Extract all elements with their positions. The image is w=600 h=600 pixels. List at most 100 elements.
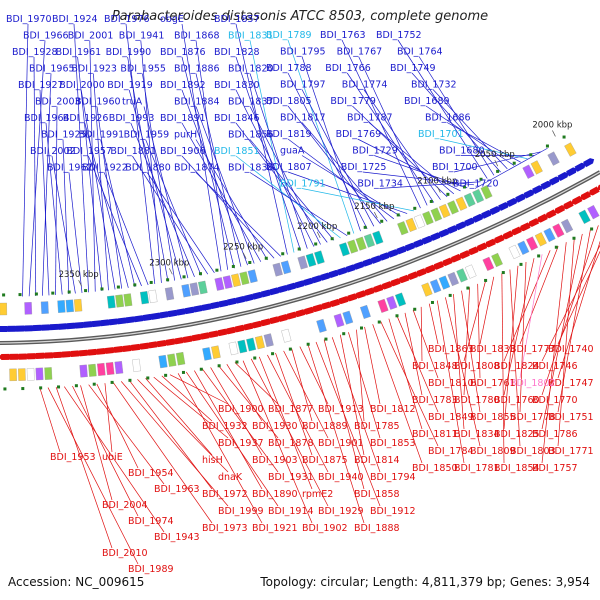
kbp-tick-label: 2050 kbp	[475, 150, 515, 160]
bottom-gene-label: BDI_1751	[548, 412, 594, 423]
top-gene-label: BDI_1831	[228, 31, 274, 42]
function-block-outer	[139, 291, 150, 305]
marker-dot	[466, 286, 470, 290]
bottom-gene-leader-line	[315, 341, 381, 507]
top-gene-leader-line	[55, 106, 58, 295]
bottom-gene-label: BDI_1877	[268, 404, 314, 415]
top-gene-leader-line	[195, 139, 268, 261]
top-gene-leader-line	[474, 147, 548, 189]
kbp-tick-mark	[78, 280, 82, 287]
gene-tracks	[0, 135, 600, 391]
bottom-gene-leader-line	[291, 348, 313, 422]
top-strand-gene-arrow	[523, 189, 535, 199]
bottom-gene-label: BDI_1833	[470, 344, 516, 355]
genome-axis: 2000 kbp 2050 kbp 2100 kbp 2150 kbp 2200 kbp…	[0, 120, 600, 345]
top-gene-label: BDI_1990	[106, 47, 152, 58]
top-gene-label: BDI_1959	[124, 130, 170, 141]
marker-dot	[545, 144, 549, 148]
bottom-gene-leader-line	[218, 365, 279, 439]
top-gene-leader-line	[287, 72, 368, 229]
function-block-outer	[214, 277, 225, 291]
bottom-gene-label: BDI_2004	[102, 500, 148, 511]
top-strand-gene-arrow	[430, 232, 442, 241]
function-block-inner	[175, 352, 186, 366]
top-gene-label: BDI_1957	[66, 146, 112, 157]
top-gene-label: BDI_1787	[347, 113, 393, 124]
top-gene-label: BDI_1729	[352, 146, 398, 157]
marker-dot	[529, 153, 533, 157]
bottom-strand-gene-arrow	[536, 213, 548, 223]
top-gene-label: BDI_1857	[214, 14, 260, 25]
function-block-outer	[397, 221, 409, 236]
function-block-inner	[97, 362, 106, 376]
bottom-gene-leader-line	[412, 309, 439, 379]
marker-dot	[57, 385, 61, 389]
marker-dot	[182, 275, 186, 279]
bottom-gene-label: BDI_1777	[510, 344, 556, 355]
bottom-gene-leader-line	[477, 283, 481, 379]
bottom-gene-leader-line	[177, 373, 263, 524]
function-block-outer	[123, 293, 133, 307]
bottom-gene-leader-line	[47, 387, 139, 565]
bottom-strand-gene-arrow	[337, 296, 349, 305]
marker-dot	[297, 247, 301, 251]
top-strand-gene-arrow	[337, 267, 349, 276]
function-block-inner	[464, 264, 477, 279]
bottom-gene-leader-line	[372, 324, 423, 464]
bottom-gene-leader-line	[55, 386, 113, 549]
bottom-strand-gene-arrow	[285, 311, 297, 320]
bottom-gene-label: BDI_1953	[50, 452, 96, 463]
marker-dot	[198, 272, 202, 276]
bottom-strand-gene-arrow	[519, 222, 531, 232]
bottom-gene-leader-line	[396, 315, 439, 413]
bottom-strand-gene-arrow	[571, 195, 583, 205]
function-block-inner	[211, 345, 221, 359]
bottom-gene-label: BDI_1900	[218, 404, 264, 415]
bottom-gene-leader-line	[557, 240, 600, 379]
function-block-inner	[587, 204, 600, 220]
top-gene-label: BDI_1925	[41, 130, 87, 141]
marker-dot	[253, 356, 257, 360]
bottom-strand-gene-arrow	[354, 290, 366, 299]
marker-dot	[128, 378, 132, 382]
top-gene-leader-line	[195, 172, 281, 257]
top-gene-leader-line	[195, 73, 242, 267]
top-gene-leader-line	[45, 122, 63, 295]
bottom-gene-leader-line	[364, 326, 381, 405]
marker-dot	[430, 300, 434, 304]
bottom-gene-label: BDI_1921	[252, 523, 298, 534]
function-block-outer	[24, 302, 33, 315]
marker-dot	[231, 264, 235, 268]
marker-dot	[116, 285, 120, 289]
top-gene-leader-line	[181, 56, 235, 269]
marker-dot	[342, 332, 346, 336]
function-block-outer	[314, 250, 325, 265]
bottom-gene-leader-line	[445, 297, 481, 447]
top-gene-leader-line	[453, 151, 541, 173]
function-block-inner	[202, 347, 212, 361]
top-gene-label: BDI_1856	[228, 130, 274, 141]
top-gene-leader-line	[181, 23, 222, 272]
function-block-outer	[413, 214, 426, 229]
top-gene-label: BDI_1886	[174, 64, 220, 75]
top-gene-label: BDI_1725	[341, 162, 387, 173]
function-block-outer	[222, 275, 233, 289]
marker-dot	[133, 283, 137, 287]
top-gene-leader-line	[195, 40, 229, 270]
bottom-gene-label: BDI_1853	[370, 438, 416, 449]
bottom-gene-label: BDI_1937	[218, 438, 264, 449]
function-block-outer	[372, 230, 384, 245]
function-block-outer	[355, 236, 367, 251]
bottom-gene-label: BDI_1954	[128, 468, 174, 479]
top-gene-label: BDI_1820	[228, 64, 274, 75]
bottom-strand-gene-arrow	[50, 351, 62, 359]
bottom-strand-gene-arrow	[389, 277, 401, 287]
bottom-gene-leader-line	[388, 318, 423, 430]
function-block-inner	[386, 295, 398, 310]
marker-dot	[181, 370, 185, 374]
top-gene-label: BDI_1837	[228, 97, 274, 108]
bottom-gene-label: BDI_1802	[510, 378, 556, 389]
marker-dot	[92, 382, 96, 386]
marker-dot	[199, 367, 203, 371]
function-block-inner	[360, 304, 371, 319]
